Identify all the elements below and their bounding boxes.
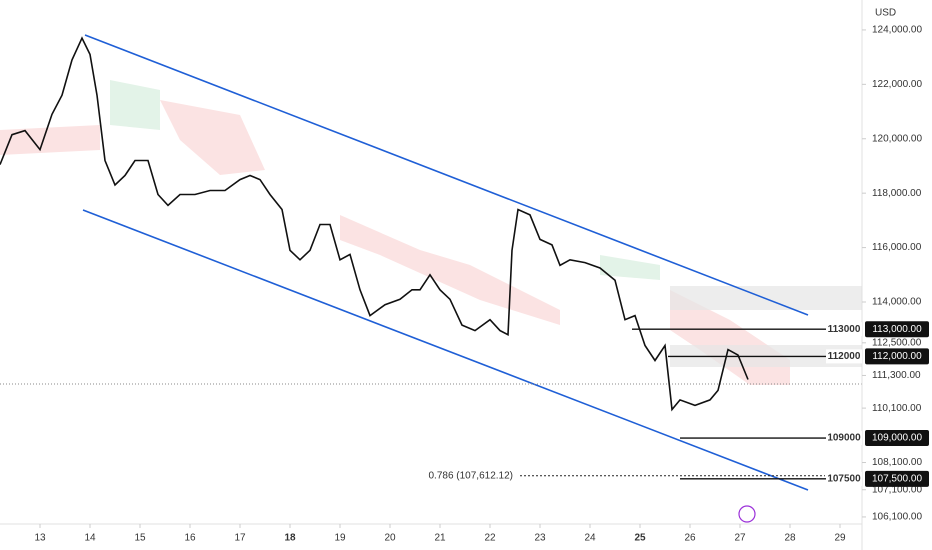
- price-badge: [865, 470, 929, 487]
- x-tick-label: 13: [34, 533, 46, 544]
- x-tick-label: 16: [184, 533, 196, 544]
- level-label: 109000: [827, 433, 861, 444]
- y-tick-label: 122,000.00: [872, 79, 922, 90]
- channel-lower: [82, 209, 809, 491]
- cloud: [160, 100, 265, 175]
- y-tick-label: 108,100.00: [872, 457, 922, 468]
- y-tick-label: 107,100.00: [872, 484, 922, 495]
- x-tick-label: 23: [534, 533, 546, 544]
- level-label: 112000: [828, 351, 861, 362]
- currency: USD: [875, 8, 896, 19]
- x-tick-label: 20: [384, 533, 396, 544]
- x-tick-label: 26: [684, 533, 696, 544]
- x-tick-label: 18: [284, 533, 296, 544]
- cloud: [600, 255, 660, 280]
- x-tick-label: 14: [84, 533, 96, 544]
- y-tick-label: 120,000.00: [872, 133, 922, 144]
- x-tick-label: 24: [584, 533, 596, 544]
- x-tick-label: 15: [134, 533, 146, 544]
- channel-upper: [84, 34, 809, 316]
- price-line: [0, 36, 749, 412]
- x-tick-label: 22: [484, 533, 496, 544]
- price-badge-label: 113,000.00: [872, 324, 922, 335]
- level-label-bg: [826, 322, 862, 337]
- y-tick-label: 124,000.00: [872, 25, 922, 36]
- cloud: [0, 125, 100, 155]
- y-tick-label: 111,300.00: [872, 370, 921, 381]
- level-label: 107500: [827, 473, 861, 484]
- y-tick-label: 112,500.00: [872, 337, 922, 348]
- fib-label: 0.786 (107,612.12): [428, 470, 513, 481]
- level-label: 113000: [828, 324, 861, 335]
- x-tick-label: 21: [434, 533, 446, 544]
- x-tick-label: 27: [734, 533, 746, 544]
- icon: [738, 505, 756, 523]
- level-label-bg: [826, 471, 862, 486]
- y-tick-label: 116,000.00: [872, 242, 922, 253]
- x-tick-label: 29: [834, 533, 846, 544]
- x-tick-label: 19: [334, 533, 346, 544]
- level-label-bg: [826, 349, 862, 364]
- y-tick-label: 114,000.00: [872, 297, 922, 308]
- price-badge-label: 107,500.00: [872, 473, 922, 484]
- y-tick-label: 106,100.00: [872, 512, 922, 523]
- y-tick-label: 110,100.00: [872, 403, 922, 414]
- x-tick-label: 25: [634, 533, 646, 544]
- cloud: [110, 80, 160, 130]
- price-badge-label: 112,000.00: [872, 351, 922, 362]
- x-tick-label: 17: [234, 533, 246, 544]
- price-badge-label: 109,000.00: [872, 433, 922, 444]
- level-label-bg: [826, 431, 862, 446]
- y-tick-label: 118,000.00: [872, 188, 922, 199]
- x-tick-label: 28: [784, 533, 796, 544]
- price-badge: [865, 430, 929, 447]
- cloud: [340, 215, 560, 325]
- price-badge: [865, 348, 929, 365]
- price-badge: [865, 321, 929, 338]
